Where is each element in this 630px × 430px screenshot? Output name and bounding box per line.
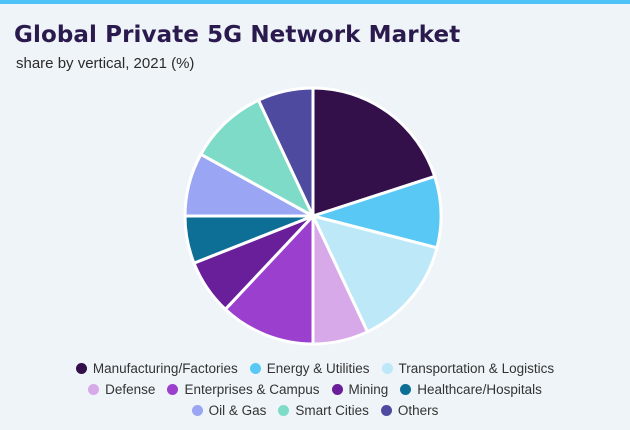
legend-label: Smart Cities <box>295 403 369 418</box>
legend-item-smart-cities: Smart Cities <box>278 403 369 418</box>
legend-row: Oil & Gas Smart Cities Others <box>191 403 439 418</box>
legend: Manufacturing/Factories Energy & Utiliti… <box>10 361 620 418</box>
legend-label: Enterprises & Campus <box>184 382 320 397</box>
legend-item-healthcare: Healthcare/Hospitals <box>400 382 542 397</box>
legend-item-transportation: Transportation & Logistics <box>381 361 555 376</box>
pie-slice-others <box>257 86 315 218</box>
legend-label: Energy & Utilities <box>266 361 370 376</box>
legend-swatch <box>331 384 343 395</box>
legend-swatch <box>380 405 392 416</box>
legend-row: Defense Enterprises & Campus Mining Heal… <box>88 382 542 397</box>
legend-label: Mining <box>348 382 389 397</box>
legend-item-oil-gas: Oil & Gas <box>191 403 267 418</box>
pie-slice-manufacturing-factories <box>311 86 437 218</box>
pie-slice-transportation-logistics <box>311 214 439 334</box>
legend-label: Transportation & Logistics <box>398 361 555 376</box>
legend-swatch <box>278 405 290 416</box>
legend-swatch <box>167 384 179 395</box>
legend-label: Defense <box>105 382 156 397</box>
chart-subtitle: share by vertical, 2021 (%) <box>16 55 195 72</box>
legend-item-energy: Energy & Utilities <box>249 361 370 376</box>
pie-chart <box>183 86 443 346</box>
legend-swatch <box>381 363 393 374</box>
legend-label: Manufacturing/Factories <box>92 361 238 376</box>
pie-slice-enterprises-campus <box>223 214 315 346</box>
legend-swatch <box>249 363 261 374</box>
legend-swatch <box>191 405 203 416</box>
legend-item-others: Others <box>380 403 439 418</box>
legend-swatch <box>400 384 412 395</box>
legend-item-mining: Mining <box>331 382 389 397</box>
pie-slice-smart-cities <box>199 98 315 218</box>
legend-row: Manufacturing/Factories Energy & Utiliti… <box>75 361 555 376</box>
legend-swatch <box>75 363 87 374</box>
legend-label: Oil & Gas <box>208 403 267 418</box>
legend-label: Healthcare/Hospitals <box>417 382 542 397</box>
legend-item-defense: Defense <box>88 382 155 397</box>
pie-slices <box>183 86 443 346</box>
legend-swatch <box>88 384 100 395</box>
legend-label: Others <box>397 403 439 418</box>
chart-title: Global Private 5G Network Market <box>14 22 461 48</box>
legend-item-enterprises: Enterprises & Campus <box>167 382 320 397</box>
legend-item-manufacturing: Manufacturing/Factories <box>75 361 238 376</box>
